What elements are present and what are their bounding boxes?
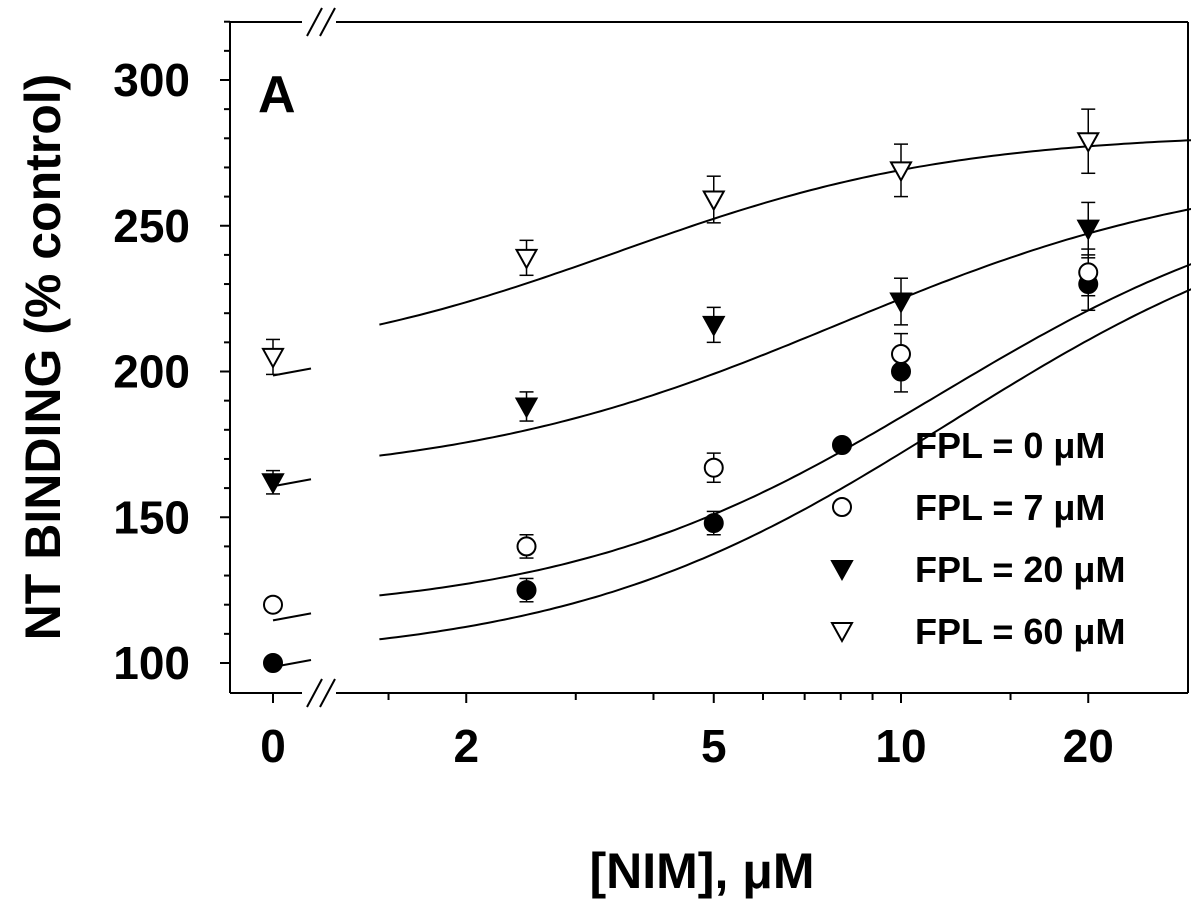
data-point: [891, 361, 911, 382]
legend-marker: [832, 497, 852, 517]
y-tick-label: 150: [113, 491, 190, 543]
x-tick-label: 0: [260, 720, 286, 772]
x-tick-label: 10: [875, 720, 926, 772]
y-axis-title: NT BINDING (% control): [15, 74, 71, 641]
legend-entry: FPL = 60 μM: [830, 611, 1125, 652]
data-point: [263, 594, 283, 615]
y-axis-ticks: 100 150 200 250 300: [113, 20, 230, 689]
data-point: [702, 315, 726, 337]
fit-curve-zero-segment: [272, 612, 312, 622]
legend-label: FPL = 20 μM: [915, 549, 1125, 590]
legend-marker: [832, 435, 852, 455]
y-tick-label: 250: [113, 200, 190, 252]
legend-marker: [830, 622, 854, 644]
legend-entry: FPL = 20 μM: [830, 549, 1125, 590]
data-point: [889, 161, 913, 183]
data-point: [703, 513, 724, 534]
legend-entry: FPL = 7 μM: [832, 487, 1105, 528]
plot-frame: [229, 21, 1189, 694]
fit-curve-zero-segment: [272, 478, 312, 488]
fit-curve: [379, 139, 1191, 326]
data-point: [703, 457, 724, 478]
y-tick-label: 100: [113, 637, 190, 689]
data-point: [263, 653, 283, 673]
legend-entry: FPL = 0 μM: [832, 425, 1105, 466]
x-tick-label: 20: [1063, 720, 1114, 772]
data-point: [514, 397, 539, 419]
legend-label: FPL = 7 μM: [915, 487, 1105, 528]
x-axis-ticks: 025102040: [260, 693, 1114, 772]
x-tick-label: 5: [701, 720, 727, 772]
x-axis-title: [NIM], μM: [590, 843, 815, 899]
data-point: [891, 344, 911, 365]
data-points: [261, 132, 1100, 673]
data-point: [261, 473, 285, 495]
legend-marker: [830, 560, 854, 582]
panel-label: A: [258, 66, 296, 124]
data-point: [1076, 132, 1100, 154]
data-point: [1078, 262, 1099, 283]
data-point: [516, 536, 537, 557]
fit-curve: [379, 288, 1191, 641]
data-point: [1076, 219, 1100, 241]
data-point: [261, 347, 285, 369]
legend: FPL = 0 μM FPL = 7 μM FPL = 20 μM FPL = 60 …: [830, 425, 1125, 652]
data-point: [516, 580, 537, 601]
data-point: [702, 190, 726, 212]
fit-curves: [272, 139, 1191, 668]
axis-break-bottom: [302, 678, 336, 708]
legend-label: FPL = 60 μM: [915, 611, 1125, 652]
x-tick-label: 2: [453, 720, 479, 772]
data-point: [514, 248, 539, 270]
y-tick-label: 300: [113, 54, 190, 106]
y-tick-label: 200: [113, 346, 190, 398]
legend-label: FPL = 0 μM: [915, 425, 1105, 466]
axis-break-top: [302, 7, 336, 38]
data-point: [889, 292, 913, 314]
fit-curve: [379, 207, 1191, 457]
fit-curve: [379, 263, 1191, 597]
